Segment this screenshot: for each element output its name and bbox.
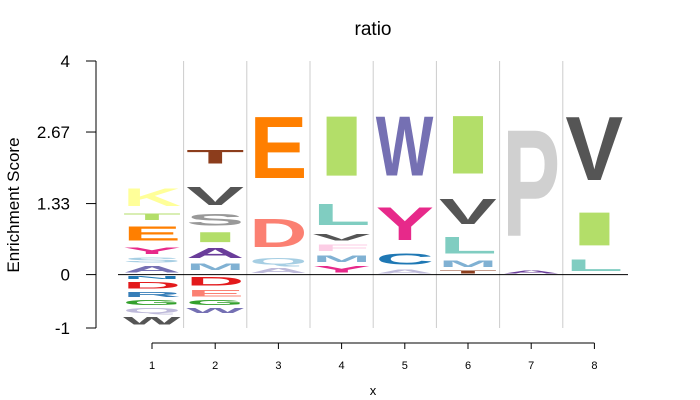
logo-letter: V — [313, 232, 371, 243]
logo-letter: I — [186, 229, 244, 245]
logo-letter: I — [313, 98, 371, 194]
logo-letter: S — [123, 256, 181, 264]
logo-letter: T — [439, 269, 497, 274]
y-tick-label: 1.33 — [37, 195, 70, 214]
x-tick-label: 5 — [402, 360, 408, 372]
x-tick-label: 4 — [339, 360, 345, 372]
logo-letter: P — [502, 99, 560, 269]
y-tick-label: 4 — [61, 52, 70, 71]
logo-letter: F — [313, 243, 371, 254]
chart-title: ratio — [355, 19, 392, 40]
logo-letter: L — [439, 232, 497, 259]
logo-letter: Y — [313, 264, 371, 275]
logo-letter: Q — [123, 307, 181, 315]
x-tick-label: 2 — [212, 360, 218, 372]
y-axis-label: Enrichment Score — [4, 137, 23, 272]
logo-letter: R — [123, 291, 181, 299]
logo-letter: D — [123, 280, 181, 291]
logo-letters: KTEYSANDRGQWTVSIAMDEGWEDQAILVFMYWYCAIVLM… — [123, 98, 623, 327]
x-tick-label: 3 — [275, 360, 281, 372]
logo-letter: A — [376, 268, 434, 274]
logo-letter: S — [186, 211, 244, 230]
x-axis: 1 2 3 4 5 6 7 8 — [149, 342, 597, 372]
logo-letter: C — [376, 251, 434, 268]
x-tick-label: 1 — [149, 360, 155, 372]
logo-letter: D — [249, 211, 307, 256]
logo-letter: G — [123, 299, 181, 307]
logo-letter: W — [376, 98, 434, 194]
x-tick-label: 8 — [591, 360, 597, 372]
logo-letter: E — [123, 223, 181, 246]
logo-letter: V — [439, 192, 497, 232]
logo-letter: E — [249, 98, 307, 197]
logo-letter: Y — [123, 245, 181, 256]
logo-letter: A — [123, 264, 181, 275]
logo-letter: A — [186, 245, 244, 261]
logo-letter: I — [439, 98, 497, 191]
logo-letter: L — [313, 197, 371, 232]
logo-letter: E — [186, 288, 244, 299]
y-tick-label: -1 — [55, 319, 70, 338]
logo-letter: V — [186, 181, 244, 211]
logo-letter: W — [186, 307, 244, 315]
x-tick-label: 7 — [528, 360, 534, 372]
logo-letter: I — [565, 203, 623, 256]
logo-letter: V — [565, 98, 623, 199]
logo-letter: M — [313, 253, 371, 264]
logo-letter: A — [249, 267, 307, 275]
x-tick-label: 6 — [465, 360, 471, 372]
logo-letter: T — [123, 212, 181, 223]
grid-lines — [183, 61, 564, 328]
logo-letter: K — [123, 184, 181, 212]
y-tick-label: 2.67 — [37, 123, 70, 142]
y-axis: 4 2.67 1.33 0 -1 — [37, 52, 97, 338]
logo-letter: W — [123, 315, 181, 327]
logo-letter: L — [565, 256, 623, 275]
logo-letter: M — [439, 259, 497, 270]
logo-letter: A — [502, 269, 560, 274]
logo-letter: T — [186, 146, 244, 167]
logo-letter: G — [186, 299, 244, 307]
x-axis-label: x — [370, 383, 377, 398]
y-tick-label: 0 — [61, 266, 70, 285]
logo-letter: M — [186, 261, 244, 272]
logo-letter: N — [123, 275, 181, 280]
logo-letter: D — [186, 275, 244, 288]
logo-letter: Y — [376, 197, 434, 250]
logo-letter: Q — [249, 256, 307, 267]
